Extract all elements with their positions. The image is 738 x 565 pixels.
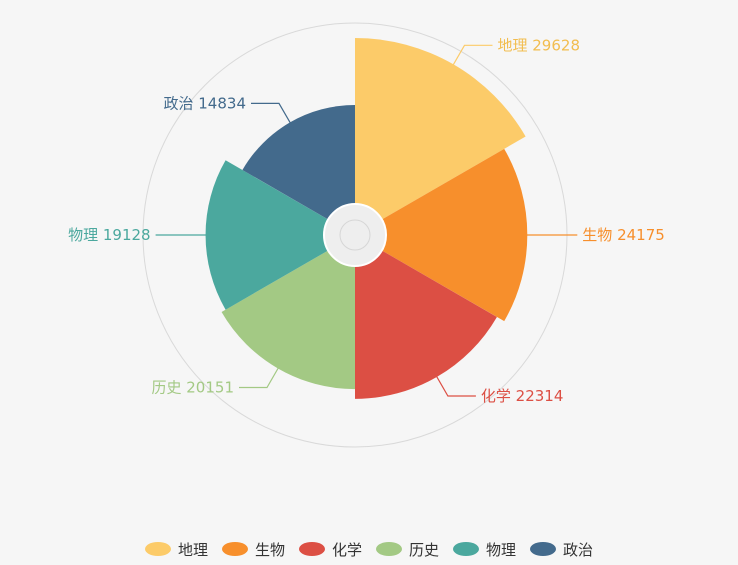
legend-swatch xyxy=(530,542,557,556)
slice-政治[interactable] xyxy=(242,105,355,235)
legend-label: 生物 xyxy=(254,540,285,559)
leader-line-化学 xyxy=(432,369,476,397)
leader-line-地理 xyxy=(448,44,493,72)
legend-item-历史[interactable]: 历史 xyxy=(376,539,439,560)
slice-生物[interactable] xyxy=(355,148,528,322)
legend-label: 物理 xyxy=(486,540,517,559)
legend-label: 历史 xyxy=(409,540,440,559)
legend-label: 政治 xyxy=(563,540,594,559)
data-label-生物: 生物 24175 xyxy=(582,226,665,244)
slice-地理[interactable] xyxy=(355,38,526,235)
rose-pie-chart: 地理 29628 生物 24175 化学 22314 历史 20151 物理 19128… xyxy=(68,22,665,448)
legend-swatch xyxy=(298,542,325,556)
data-label-历史: 历史 20151 xyxy=(152,379,235,397)
data-label-物理: 物理 19128 xyxy=(68,226,151,244)
center-hole xyxy=(323,203,387,267)
leader-line-政治 xyxy=(251,102,295,130)
legend-swatch xyxy=(221,542,248,556)
legend-swatch xyxy=(376,542,402,556)
legend-label: 地理 xyxy=(177,540,208,559)
slice-化学[interactable] xyxy=(355,235,497,399)
data-label-地理: 地理 29628 xyxy=(498,36,581,54)
legend-item-化学[interactable]: 化学 xyxy=(298,539,362,560)
legend-item-地理[interactable]: 地理 xyxy=(144,539,208,560)
legend-item-生物[interactable]: 生物 xyxy=(221,539,285,560)
legend-label: 化学 xyxy=(331,540,362,559)
legend-swatch xyxy=(453,542,480,556)
center-inner-ring xyxy=(339,219,371,251)
data-label-化学: 化学 22314 xyxy=(481,387,564,405)
legend-swatch xyxy=(144,542,171,556)
slice-物理[interactable] xyxy=(205,160,355,310)
data-label-政治: 政治 14834 xyxy=(164,94,247,112)
legend: 地理 生物 化学 历史 物理 政治 xyxy=(0,536,738,562)
slice-历史[interactable] xyxy=(221,235,355,390)
leader-line-历史 xyxy=(239,361,283,389)
legend-item-物理[interactable]: 物理 xyxy=(453,539,516,560)
legend-item-政治[interactable]: 政治 xyxy=(530,539,593,560)
